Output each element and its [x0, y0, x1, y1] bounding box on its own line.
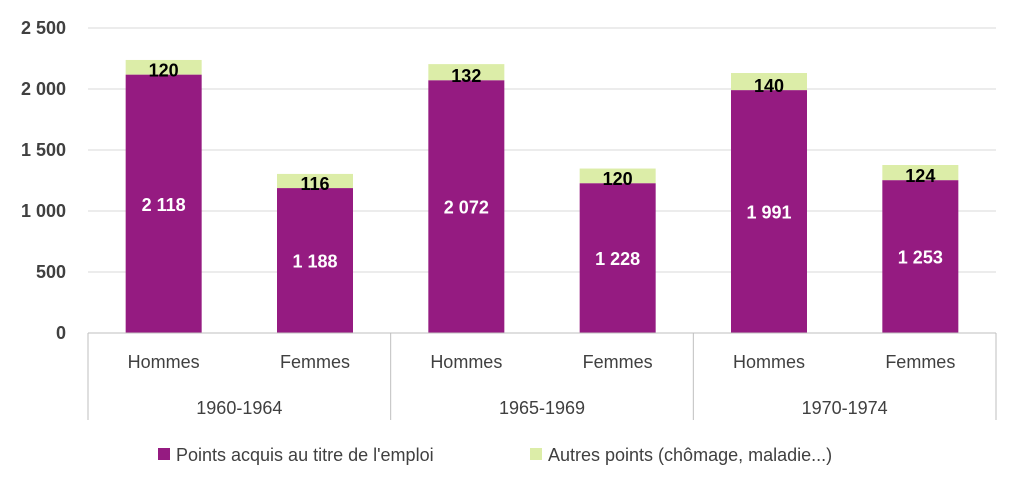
bar-segment-emploi	[882, 180, 959, 333]
y-tick-label: 1 500	[21, 140, 66, 160]
data-label-emploi: 1 253	[898, 248, 943, 268]
x-axis: Hommes Femmes Hommes Femmes Hommes Femmes 1960…	[87, 332, 997, 420]
bar-segment-autres	[882, 165, 959, 181]
x-category-label: Femmes	[885, 352, 955, 372]
data-label-emploi: 2 072	[444, 198, 489, 218]
gridlines	[88, 27, 996, 273]
bar-segment-autres	[731, 73, 807, 91]
data-label-autres: 140	[754, 76, 784, 96]
data-label-emploi: 2 118	[142, 195, 186, 215]
bar-segment-autres	[125, 59, 202, 75]
x-category-label: Femmes	[280, 352, 350, 372]
y-tick-label: 2 000	[21, 79, 66, 99]
y-tick-label: 500	[36, 262, 66, 282]
data-label-emploi: 1 991	[746, 203, 791, 223]
data-label-autres: 120	[149, 61, 179, 81]
x-category-label: Hommes	[733, 352, 805, 372]
y-tick-label: 0	[56, 323, 66, 343]
bar-segment-emploi	[428, 80, 505, 333]
x-category-label: Hommes	[128, 352, 200, 372]
bar-segment-autres	[428, 64, 505, 81]
legend-swatch-series-0	[158, 448, 170, 460]
bar-segment-emploi	[579, 183, 656, 333]
bar-segment-emploi	[731, 90, 807, 334]
data-label-autres: 124	[905, 166, 935, 186]
x-category-label: Femmes	[583, 352, 653, 372]
x-group-label: 1960-1964	[196, 398, 282, 418]
legend-swatch-series-1	[530, 448, 542, 460]
legend-label-series-1: Autres points (chômage, maladie...)	[548, 445, 832, 465]
x-category-label: Hommes	[430, 352, 502, 372]
legend-label-series-0: Points acquis au titre de l'emploi	[176, 445, 434, 465]
bar-segment-emploi	[125, 74, 202, 333]
data-label-autres: 132	[451, 66, 481, 86]
x-group-label: 1965-1969	[499, 398, 585, 418]
bar-segment-emploi	[277, 188, 353, 333]
data-label-autres: 116	[300, 174, 329, 194]
bars: 2 118 120 1 188 116 2 072 132 1 228 120 1 991 140…	[125, 59, 959, 334]
bar-segment-autres	[277, 173, 353, 189]
y-tick-label: 2 500	[21, 18, 66, 38]
data-label-autres: 120	[603, 169, 633, 189]
data-label-emploi: 1 228	[595, 249, 640, 269]
y-axis: 0 500 1 000 1 500 2 000 2 500	[21, 18, 66, 343]
data-label-emploi: 1 188	[292, 252, 337, 272]
bar-segment-autres	[579, 168, 656, 184]
y-tick-label: 1 000	[21, 201, 66, 221]
legend: Points acquis au titre de l'emploi Autre…	[158, 445, 832, 465]
x-group-label: 1970-1974	[802, 398, 888, 418]
